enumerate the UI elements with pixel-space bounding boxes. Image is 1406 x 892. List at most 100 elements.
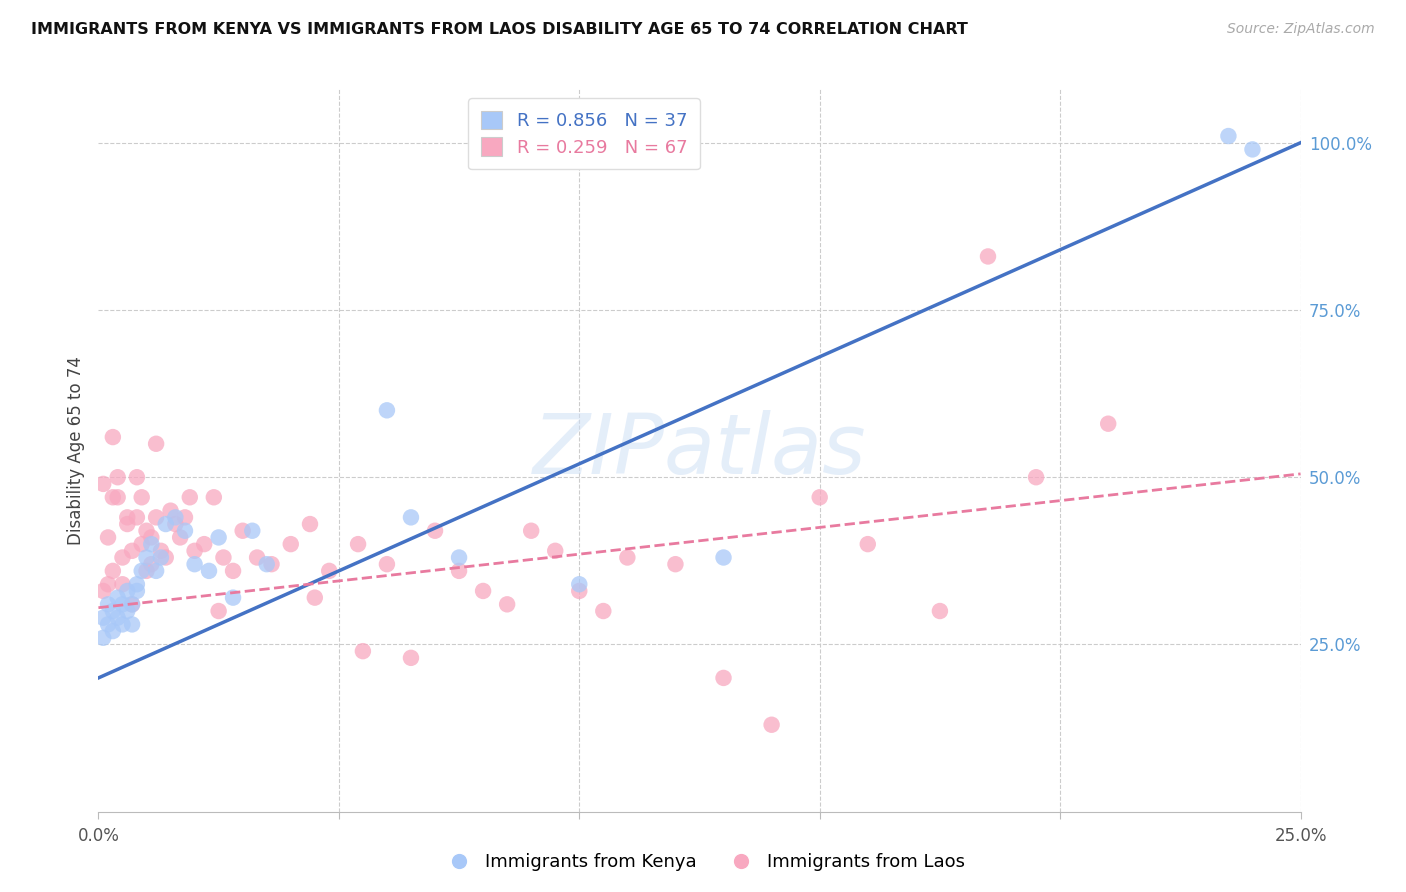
Point (125, 510, 148, 524)
Point (101, 564, 124, 578)
Point (125, 577, 148, 591)
Point (97, 530, 120, 544)
Text: IMMIGRANTS FROM KENYA VS IMMIGRANTS FROM LAOS DISABILITY AGE 65 TO 74 CORRELATIO: IMMIGRANTS FROM KENYA VS IMMIGRANTS FROM… (31, 22, 967, 37)
Point (352, 644, 374, 658)
Point (121, 543, 143, 558)
Point (808, 490, 831, 504)
Point (520, 524, 543, 538)
Point (280, 537, 302, 551)
Point (111, 598, 134, 612)
Point (131, 537, 153, 551)
Point (713, 550, 735, 565)
Point (117, 604, 139, 618)
Point (240, 524, 263, 538)
Point (232, 524, 254, 538)
Point (107, 611, 129, 625)
Point (208, 530, 231, 544)
Point (544, 543, 567, 558)
Point (121, 617, 143, 632)
Point (260, 557, 283, 572)
Y-axis label: Disability Age 65 to 74: Disability Age 65 to 74 (66, 356, 84, 545)
Point (616, 550, 638, 565)
Point (131, 490, 153, 504)
Point (97, 598, 120, 612)
Text: ZIPatlas: ZIPatlas (533, 410, 866, 491)
Point (399, 651, 422, 665)
Point (145, 564, 167, 578)
Point (1218, 128, 1240, 143)
Point (713, 671, 735, 685)
Point (117, 583, 139, 598)
Point (183, 557, 205, 572)
Point (149, 543, 172, 558)
Point (117, 516, 139, 531)
Point (222, 591, 245, 605)
Point (97, 617, 120, 632)
Point (222, 564, 245, 578)
Point (399, 510, 422, 524)
Point (111, 550, 134, 565)
Point (101, 490, 124, 504)
Point (149, 550, 172, 565)
Point (135, 550, 157, 565)
Point (1241, 143, 1264, 157)
Point (121, 598, 143, 612)
Point (664, 557, 686, 572)
Point (145, 436, 167, 450)
Point (111, 577, 134, 591)
Point (131, 564, 153, 578)
Point (159, 503, 181, 517)
Point (246, 550, 269, 565)
Point (101, 604, 124, 618)
Point (856, 537, 879, 551)
Legend: R = 0.856   N = 37, R = 0.259   N = 67: R = 0.856 N = 37, R = 0.259 N = 67 (468, 98, 700, 169)
Point (101, 624, 124, 639)
Point (165, 510, 187, 524)
Point (375, 403, 398, 417)
Point (208, 604, 231, 618)
Point (928, 604, 950, 618)
Point (145, 510, 167, 524)
Point (107, 470, 129, 484)
Point (592, 604, 614, 618)
Point (202, 490, 225, 504)
Point (91, 611, 114, 625)
Point (125, 583, 148, 598)
Point (568, 583, 591, 598)
Point (179, 490, 201, 504)
Point (174, 510, 197, 524)
Point (304, 591, 326, 605)
Point (761, 717, 783, 731)
Text: Source: ZipAtlas.com: Source: ZipAtlas.com (1227, 22, 1375, 37)
Point (97, 577, 120, 591)
Point (447, 550, 470, 565)
Point (107, 591, 129, 605)
Point (107, 490, 129, 504)
Point (198, 564, 221, 578)
Point (375, 557, 398, 572)
Point (423, 524, 446, 538)
Point (1025, 470, 1047, 484)
Point (472, 583, 495, 598)
Point (318, 564, 340, 578)
Point (141, 537, 163, 551)
Legend: Immigrants from Kenya, Immigrants from Laos: Immigrants from Kenya, Immigrants from L… (434, 847, 972, 879)
Point (135, 564, 157, 578)
Point (347, 537, 370, 551)
Point (977, 250, 1000, 264)
Point (568, 577, 591, 591)
Point (141, 530, 163, 544)
Point (111, 617, 134, 632)
Point (117, 510, 139, 524)
Point (141, 557, 163, 572)
Point (91, 631, 114, 645)
Point (174, 524, 197, 538)
Point (101, 430, 124, 444)
Point (91, 583, 114, 598)
Point (121, 598, 143, 612)
Point (447, 564, 470, 578)
Point (91, 476, 114, 491)
Point (298, 516, 321, 531)
Point (183, 543, 205, 558)
Point (1097, 417, 1119, 431)
